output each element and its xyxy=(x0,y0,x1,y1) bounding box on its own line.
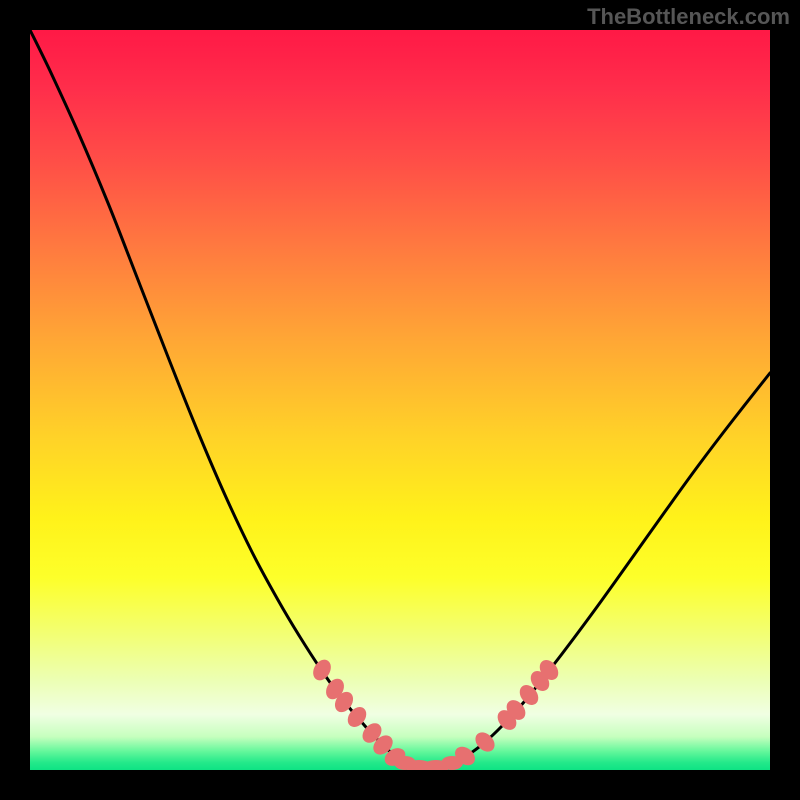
bottleneck-chart-svg xyxy=(0,0,800,800)
chart-stage: TheBottleneck.com xyxy=(0,0,800,800)
watermark-text: TheBottleneck.com xyxy=(587,4,790,30)
plot-area xyxy=(30,30,770,770)
